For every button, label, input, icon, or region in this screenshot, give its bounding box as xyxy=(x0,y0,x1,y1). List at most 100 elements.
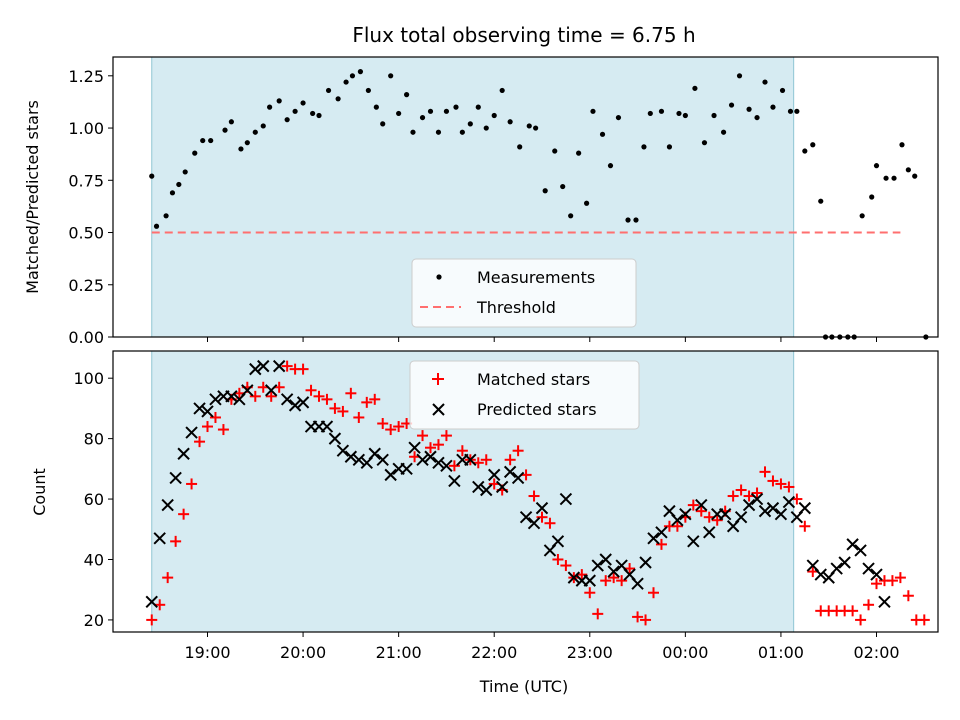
matched-point xyxy=(512,445,524,457)
predicted-point xyxy=(344,450,358,463)
matched-point xyxy=(178,508,190,520)
x-tick-label: 20:00 xyxy=(280,643,326,662)
matched-point xyxy=(480,454,492,466)
predicted-point xyxy=(519,510,533,524)
measurement-point xyxy=(192,150,198,156)
predicted-point xyxy=(153,532,166,545)
bottom-x-ticks: 19:00 20:00 21:00 22:00 23:00 00:00 01:00 02:00 xyxy=(184,632,900,662)
matched-point xyxy=(855,614,867,626)
measurement-point xyxy=(641,144,647,150)
bottom-y-ticks: 20 40 60 80 100 xyxy=(73,369,113,630)
x-tick-label: 22:00 xyxy=(471,643,517,662)
measurement-point xyxy=(427,108,434,114)
measurement-point xyxy=(533,125,539,131)
top-plot-frame xyxy=(112,56,939,338)
measurement-point xyxy=(169,190,176,196)
measurement-point xyxy=(787,108,794,114)
predicted-point xyxy=(209,393,222,406)
measurement-point xyxy=(335,96,341,102)
measurement-point xyxy=(810,142,816,148)
matched-point xyxy=(297,363,309,375)
matched-point xyxy=(217,424,229,436)
x-tick-label: 01:00 xyxy=(758,643,804,662)
matched-point xyxy=(894,572,906,584)
measurement-point xyxy=(883,175,889,181)
measurement-point xyxy=(163,213,169,219)
matched-point xyxy=(313,390,325,402)
matched-point xyxy=(353,411,365,423)
matched-point xyxy=(544,517,556,529)
matched-point xyxy=(425,442,436,454)
matched-point xyxy=(337,405,349,417)
predicted-point xyxy=(495,480,509,494)
bottom-plot-panel: 20 40 60 80 100 19:00 20:00 21:00 22:00 23:00 00:… xyxy=(30,350,939,696)
predicted-point xyxy=(336,444,350,457)
top-plot-panel: 0.00 0.25 0.50 0.75 1.00 1.25 Matched/Predict… xyxy=(23,56,939,347)
matched-point xyxy=(146,614,158,626)
matched-point xyxy=(456,445,468,457)
predicted-point xyxy=(631,577,644,590)
matched-point xyxy=(249,390,261,402)
matched-point xyxy=(759,466,771,478)
measurement-point xyxy=(453,104,459,110)
x-tick-label: 19:00 xyxy=(184,643,230,662)
matched-point xyxy=(361,396,373,408)
matched-point xyxy=(369,393,381,405)
measurement-point xyxy=(615,114,622,121)
predicted-point xyxy=(480,483,493,497)
measurement-point xyxy=(859,213,865,219)
predicted-point xyxy=(185,426,198,439)
measurement-point xyxy=(873,163,880,169)
matched-point xyxy=(632,611,644,623)
count-points xyxy=(145,359,930,626)
x-axis-label: Time (UTC) xyxy=(479,677,568,696)
measurement-points xyxy=(149,69,929,340)
measurement-point xyxy=(365,87,371,94)
measurement-point xyxy=(905,167,911,173)
measurement-point xyxy=(590,108,596,114)
predicted-point xyxy=(201,405,214,418)
matched-legend-marker xyxy=(432,373,444,385)
measurement-point xyxy=(316,112,322,119)
predicted-point xyxy=(503,465,517,479)
bottom-y-tick-label: 80 xyxy=(84,430,104,449)
predicted-point xyxy=(265,384,278,397)
predicted-point xyxy=(742,498,756,512)
measurements-legend-label: Measurements xyxy=(477,268,595,287)
measurement-point xyxy=(869,194,875,200)
predicted-point xyxy=(432,456,445,470)
predicted-point xyxy=(846,538,859,551)
measurement-point xyxy=(599,131,606,137)
top-legend: Measurements Threshold xyxy=(411,258,637,328)
predicted-legend-marker xyxy=(432,403,445,416)
predicted-point xyxy=(567,571,581,584)
predicted-point xyxy=(774,507,788,521)
measurement-point xyxy=(343,79,349,85)
bottom-y-tick-label: 40 xyxy=(84,550,104,569)
predicted-point xyxy=(758,504,772,518)
measurement-point xyxy=(149,173,155,179)
top-y-tick-label: 0.00 xyxy=(68,328,104,347)
matched-point xyxy=(528,490,540,502)
predicted-point xyxy=(655,526,668,539)
measurement-point xyxy=(568,213,574,219)
top-x-ticks xyxy=(207,337,877,342)
predicted-point xyxy=(249,362,262,376)
measurement-point xyxy=(267,104,273,110)
measurement-point xyxy=(770,104,776,110)
predicted-point xyxy=(320,420,334,433)
measurement-point xyxy=(720,129,727,135)
predicted-point xyxy=(400,462,413,476)
measurement-point xyxy=(666,144,673,150)
matched-legend-label: Matched stars xyxy=(477,370,590,389)
measurement-point xyxy=(373,104,379,110)
predicted-point xyxy=(862,562,875,575)
matched-point xyxy=(799,520,811,532)
predicted-point xyxy=(599,553,612,566)
measurement-point xyxy=(388,73,394,79)
predicted-point xyxy=(272,359,286,373)
measurement-point xyxy=(711,112,717,119)
measurement-point xyxy=(200,137,206,144)
matched-point xyxy=(432,439,444,451)
